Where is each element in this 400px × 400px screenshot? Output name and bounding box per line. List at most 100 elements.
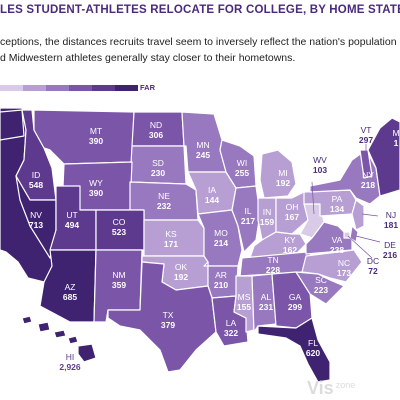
label-dc-value: 72 [368,266,378,276]
label-mo-value: 214 [214,238,228,248]
label-wy-value: 390 [89,188,103,198]
label-la-abbr: LA [226,318,237,328]
legend-far-label: FAR [140,83,155,92]
label-nm-value: 359 [112,280,126,290]
label-fl-value: 620 [306,348,320,358]
label-ar-value: 210 [214,280,228,290]
label-tn-value: 228 [266,265,280,275]
label-nv-abbr: NV [30,210,42,220]
leader-dc [347,235,373,259]
legend-swatch-1 [0,85,23,91]
label-ia-abbr: IA [208,185,216,195]
label-nc-abbr: NC [338,258,350,268]
label-wv-abbr: WV [313,155,327,165]
label-ky-value: 162 [283,245,297,255]
label-nm-abbr: NM [112,270,125,280]
label-ms-value: 155 [237,302,251,312]
label-va-value: 238 [330,245,344,255]
label-ut-value: 494 [65,220,79,230]
state-fl [257,317,331,383]
label-ok-abbr: OK [175,262,188,272]
label-ne-abbr: NE [158,191,170,201]
label-sd-value: 230 [151,168,165,178]
legend-swatch-5 [92,85,115,91]
label-dc-abbr: DC [367,256,379,266]
watermark-small-text: zone [335,380,356,390]
legend-swatch-6 [115,85,138,91]
label-ny-abbr: NY [362,170,374,180]
label-fl-abbr: FL [308,338,318,348]
label-ok-value: 192 [174,272,188,282]
label-wi-abbr: WI [237,158,247,168]
label-al-abbr: AL [261,292,272,302]
leader-de [355,235,381,243]
hawaii-island-3 [53,329,67,339]
hawaii-island-4 [67,335,79,345]
label-nc-value: 173 [337,268,351,278]
label-nj-abbr: NJ [386,210,396,220]
label-wy-abbr: WY [89,178,103,188]
watermark-logo: Vis zone [307,378,355,399]
hawaii-island-5 [77,343,97,363]
label-hi-abbr: HI [66,352,75,362]
label-va-abbr: VA [332,235,343,245]
label-mo-abbr: MO [214,228,228,238]
label-wv-value: 103 [313,165,327,175]
label-vt-abbr: VT [361,125,372,135]
state-vt [359,149,373,179]
state-va [305,221,353,255]
label-il-abbr: IL [244,206,251,216]
label-ga-value: 299 [288,302,302,312]
label-sd-abbr: SD [152,158,164,168]
label-mn-abbr: MN [196,140,209,150]
label-tn-abbr: TN [267,255,278,265]
hawaii-island-1 [21,315,33,325]
label-oh-abbr: OH [286,202,299,212]
label-de-value: 216 [383,250,397,260]
label-pa-abbr: PA [332,194,343,204]
label-nv-value: 713 [29,220,43,230]
label-pa-value: 134 [330,204,344,214]
label-wi-value: 255 [235,168,249,178]
label-in-abbr: IN [263,207,272,217]
label-id-value: 548 [29,180,43,190]
description-line-2: d Midwestern athletes generally stay clo… [0,52,296,64]
label-partial-m-abbr: M [392,128,399,138]
label-in-value: 159 [260,217,274,227]
legend-swatch-3 [46,85,69,91]
label-ks-value: 171 [164,239,178,249]
label-nj-value: 181 [384,220,398,230]
label-az-value: 685 [63,292,77,302]
label-co-value: 523 [112,227,126,237]
state-mt [33,109,135,165]
label-hi-value: 2,926 [59,362,81,372]
label-nd-abbr: ND [150,120,162,130]
label-oh-value: 167 [285,212,299,222]
label-de-abbr: DE [384,240,396,250]
label-nd-value: 306 [149,130,163,140]
state-nj [351,199,365,231]
state-il [231,185,261,253]
label-vt-value: 297 [359,135,373,145]
label-sc-value: 223 [314,285,328,295]
map-description: ceptions, the distances recruits travel … [0,34,400,66]
label-mt-abbr: MT [90,126,102,136]
label-mi-value: 192 [276,178,290,188]
label-mt-value: 390 [89,136,103,146]
leader-wv [311,181,315,215]
label-il-value: 217 [241,216,255,226]
description-line-1: ceptions, the distances recruits travel … [0,36,400,48]
legend-color-scale [0,85,138,91]
state-new-england [367,117,400,197]
legend: FAR [0,83,200,94]
leader-nj [361,213,379,217]
label-az-abbr: AZ [65,282,76,292]
state-tx [107,261,217,373]
label-tx-value: 379 [161,320,175,330]
label-ks-abbr: KS [165,229,177,239]
legend-swatch-2 [23,85,46,91]
state-mi [259,149,297,199]
state-al [251,273,277,333]
state-sc [295,271,345,305]
